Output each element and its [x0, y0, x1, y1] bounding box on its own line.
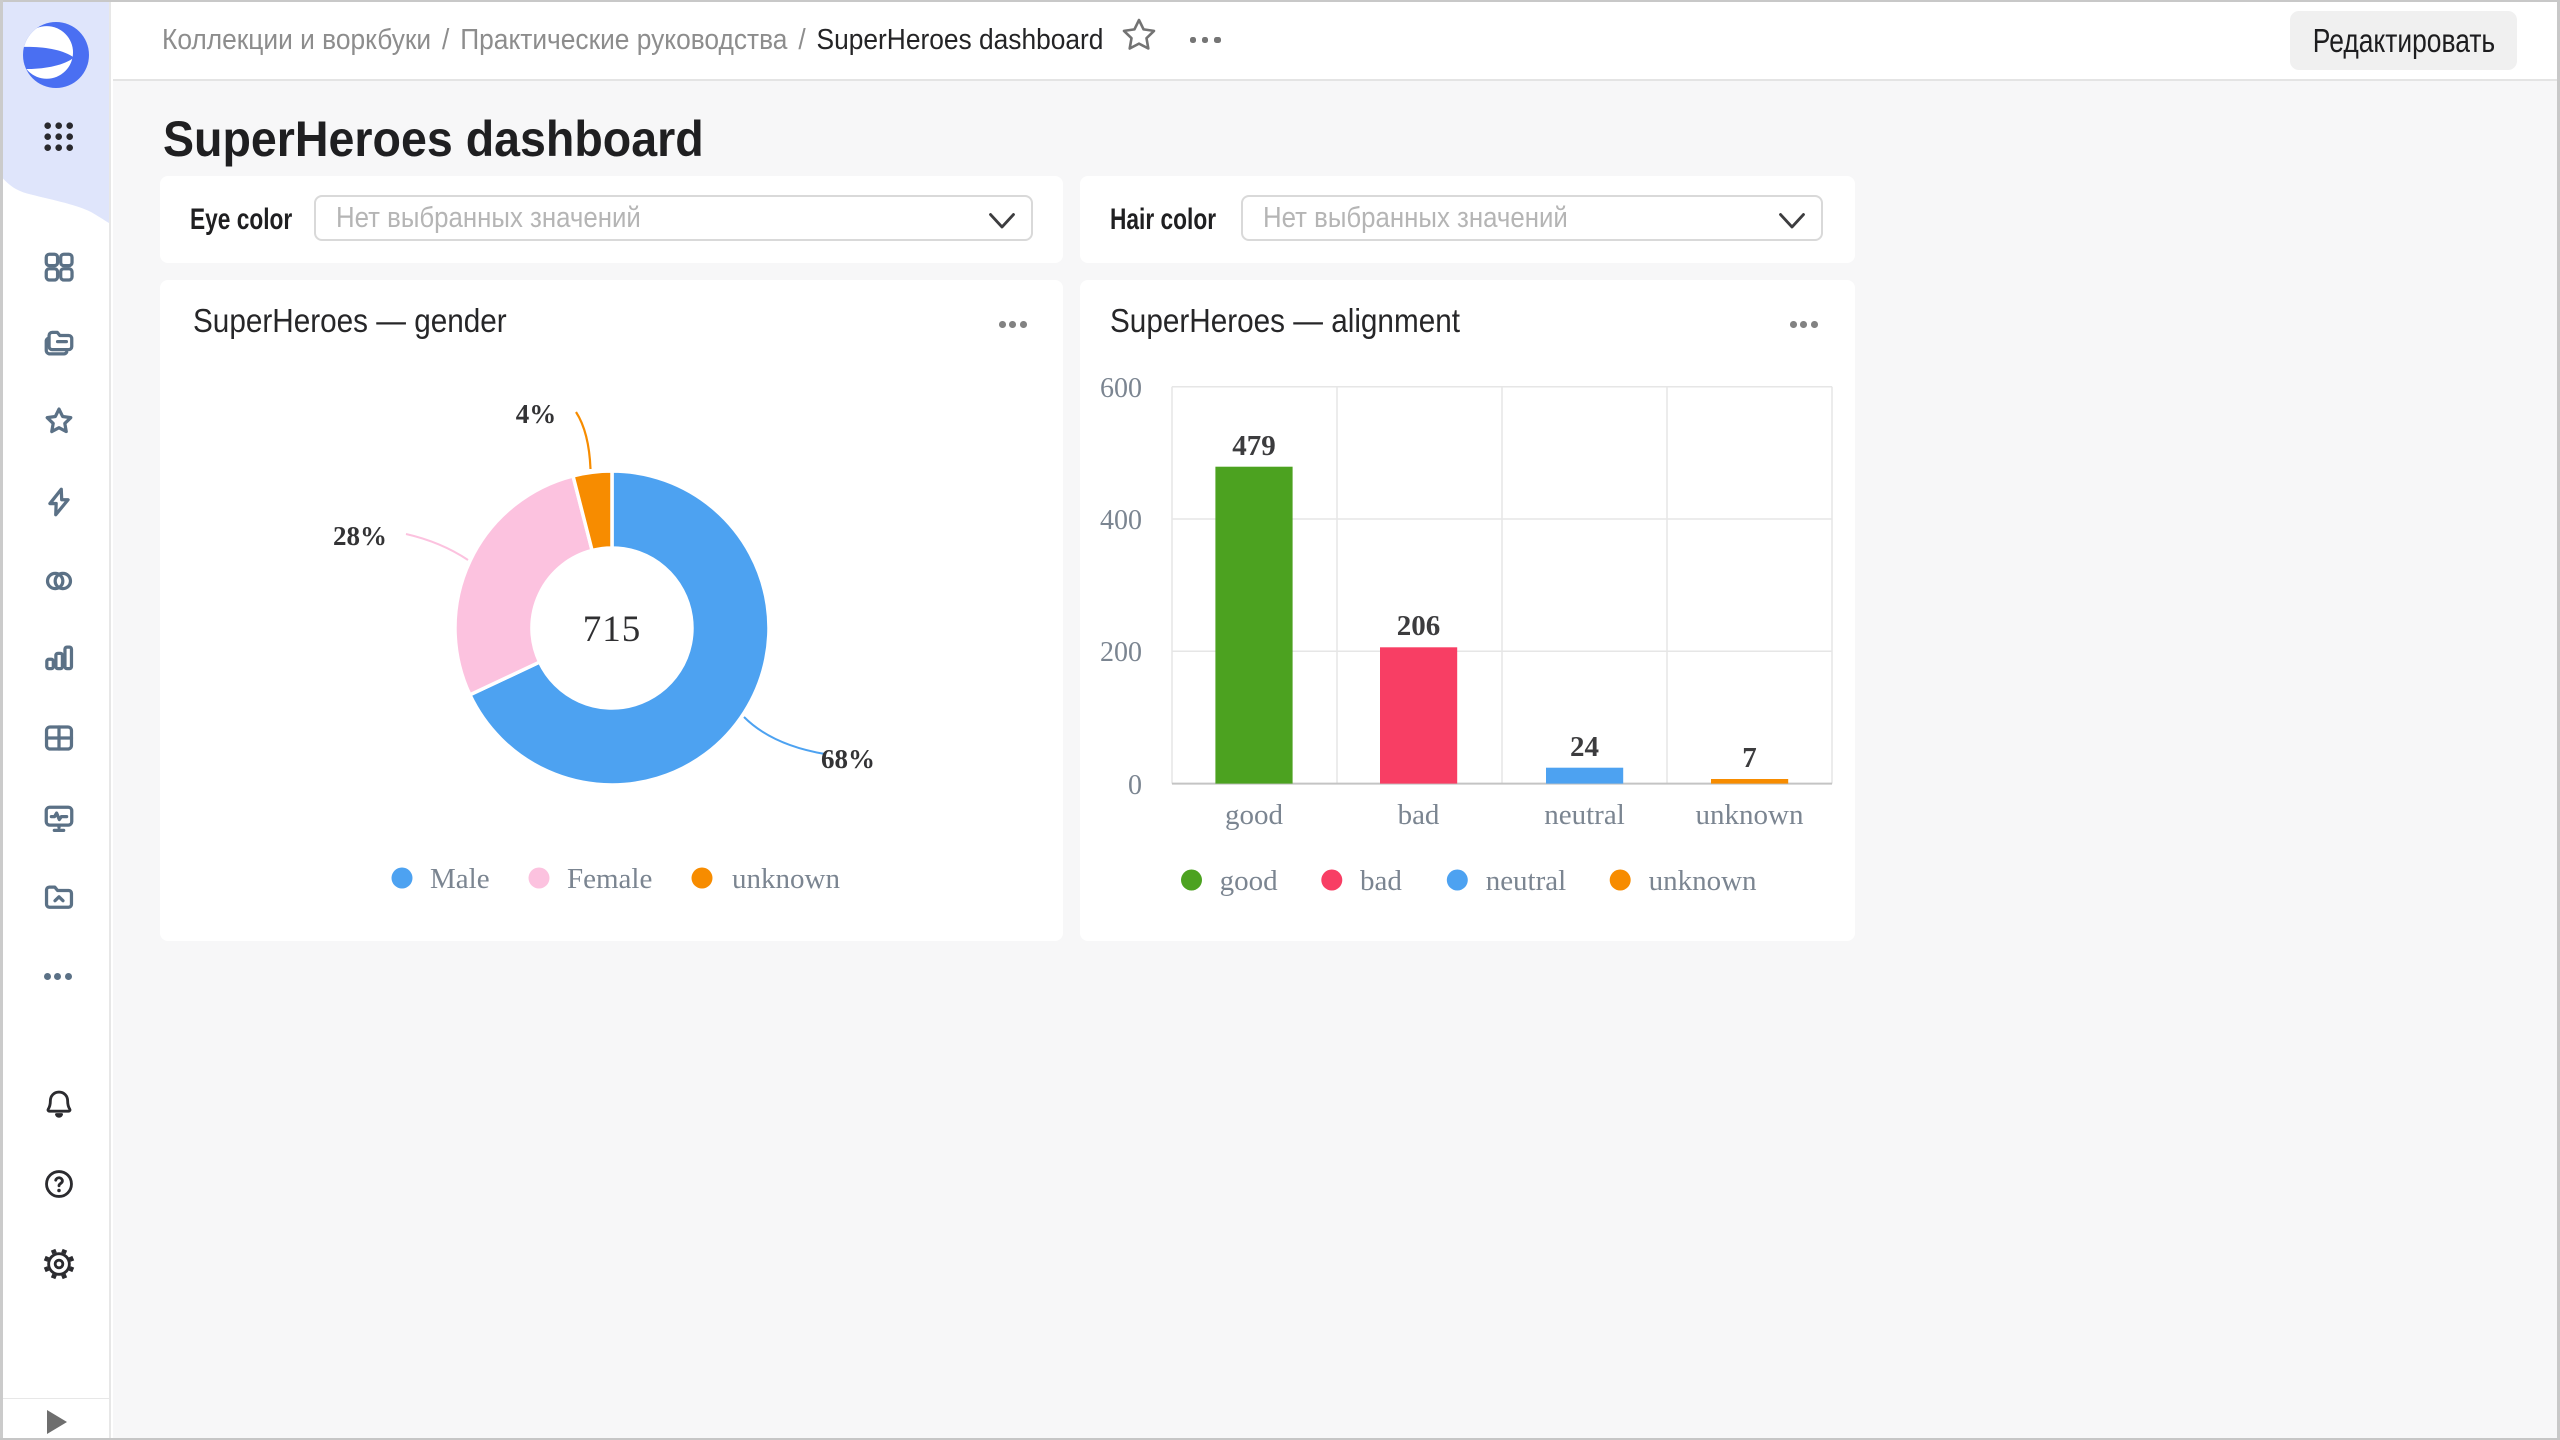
svg-text:bad: bad [1360, 865, 1402, 897]
svg-text:good: good [1220, 865, 1279, 897]
svg-text:neutral: neutral [1486, 865, 1567, 897]
svg-text:neutral: neutral [1544, 799, 1625, 831]
svg-text:4%: 4% [516, 399, 557, 429]
svg-text:unknown: unknown [1649, 865, 1757, 897]
svg-text:206: 206 [1397, 610, 1441, 642]
svg-text:unknown: unknown [1696, 799, 1804, 831]
svg-text:unknown: unknown [732, 863, 840, 895]
svg-text:715: 715 [583, 609, 642, 650]
svg-text:Female: Female [567, 863, 652, 895]
svg-text:28%: 28% [333, 521, 387, 551]
svg-text:200: 200 [1100, 637, 1142, 668]
svg-text:68%: 68% [821, 744, 875, 774]
svg-text:400: 400 [1100, 505, 1142, 536]
svg-text:bad: bad [1398, 799, 1440, 831]
svg-text:good: good [1225, 799, 1284, 831]
svg-text:7: 7 [1742, 742, 1757, 774]
svg-text:600: 600 [1100, 373, 1142, 404]
svg-text:479: 479 [1232, 430, 1276, 462]
svg-text:0: 0 [1128, 770, 1142, 801]
svg-text:24: 24 [1570, 731, 1599, 763]
svg-text:Male: Male [430, 863, 490, 895]
